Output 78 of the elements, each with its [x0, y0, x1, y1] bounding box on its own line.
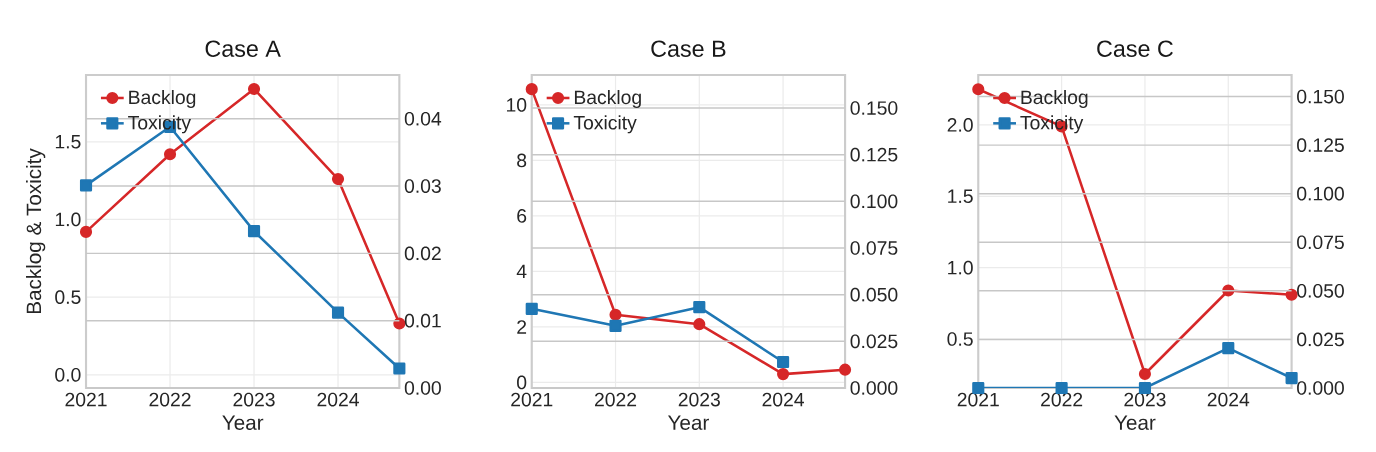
legend-label: Backlog — [129, 89, 196, 108]
point — [393, 362, 406, 375]
y-tick-label: 1.0 — [948, 260, 973, 275]
y-tick-label: 0.5 — [947, 332, 973, 346]
y-tick-label: 6 — [517, 209, 527, 223]
x-axis-title: Year — [222, 415, 264, 430]
y2-tick-label: 0.075 — [1297, 235, 1344, 250]
point — [163, 148, 177, 161]
point — [693, 318, 706, 331]
y2-tick-label: 0.050 — [1297, 283, 1344, 298]
point — [609, 319, 622, 332]
y-tick-label: 0.0 — [55, 367, 81, 382]
y-axis-title: Backlog & Toxicity — [26, 148, 46, 314]
x-tick-label: 2022 — [1041, 392, 1083, 407]
y-tick-label: 0.5 — [55, 290, 81, 304]
y2-tick-label: 0.00 — [404, 381, 441, 395]
legend-label: Toxicity — [573, 115, 637, 134]
point — [972, 83, 985, 96]
y2-tick-label: 0.04 — [404, 111, 442, 126]
y2-tick-label: 0.01 — [404, 313, 441, 328]
x-axis-title: Year — [667, 415, 709, 430]
point — [525, 302, 538, 315]
x-tick-label: 2023 — [1124, 392, 1166, 407]
y-tick-label: 10 — [506, 98, 527, 112]
point — [777, 355, 790, 369]
x-tick-label: 2023 — [233, 392, 275, 407]
point — [609, 308, 622, 321]
point — [1138, 367, 1152, 381]
x-tick-label: 2022 — [595, 392, 637, 407]
y-tick-label: 1.5 — [948, 189, 973, 204]
x-tick-label: 2024 — [762, 392, 805, 407]
y-tick-label: 1.5 — [55, 135, 81, 149]
point — [247, 225, 261, 238]
y2-tick-label: 0.02 — [404, 246, 441, 261]
y-tick-label: 2 — [517, 320, 527, 334]
point — [331, 173, 345, 186]
point — [79, 179, 93, 192]
chart-title: Case A — [205, 40, 281, 57]
legend-label: Backlog — [574, 89, 641, 108]
y2-tick-label: 0.000 — [1297, 381, 1344, 395]
point — [1285, 372, 1298, 385]
y2-tick-label: 0.025 — [1297, 332, 1344, 347]
x-tick-label: 2023 — [678, 392, 720, 407]
y-tick-label: 8 — [517, 153, 527, 168]
x-tick-label: 2024 — [1207, 392, 1250, 407]
legend-label: Backlog — [1021, 89, 1088, 109]
point — [331, 306, 345, 319]
y2-tick-label: 0.100 — [850, 194, 898, 209]
x-tick-label: 2021 — [957, 392, 999, 407]
y-tick-label: 1.0 — [55, 212, 81, 227]
y2-tick-label: 0.150 — [850, 101, 898, 115]
y2-tick-label: 0.075 — [850, 241, 898, 255]
point — [839, 363, 852, 376]
y-tick-label: 4 — [516, 264, 527, 279]
x-tick-label: 2021 — [511, 392, 553, 407]
x-tick-label: 2021 — [65, 392, 107, 407]
x-axis-title: Year — [1114, 415, 1156, 430]
point — [247, 82, 261, 96]
y2-tick-label: 0.000 — [850, 381, 898, 395]
y2-tick-label: 0.125 — [850, 147, 898, 162]
y-tick-label: 0 — [517, 375, 527, 390]
chart-title: Case C — [1097, 40, 1173, 57]
x-tick-label: 2022 — [149, 392, 191, 407]
y2-tick-label: 0.050 — [850, 287, 898, 302]
point — [693, 301, 706, 314]
point — [1285, 288, 1298, 301]
y2-tick-label: 0.150 — [1297, 89, 1344, 104]
y2-tick-label: 0.100 — [1297, 186, 1344, 201]
y2-tick-label: 0.125 — [1297, 138, 1344, 152]
y-tick-label: 2.0 — [947, 118, 973, 132]
point — [1222, 342, 1235, 355]
y2-tick-label: 0.03 — [404, 179, 441, 193]
point — [777, 368, 790, 381]
x-tick-label: 2024 — [317, 392, 359, 407]
point — [79, 225, 93, 238]
chart-title: Case B — [651, 40, 726, 57]
y2-tick-label: 0.025 — [850, 334, 898, 349]
point — [525, 83, 538, 96]
